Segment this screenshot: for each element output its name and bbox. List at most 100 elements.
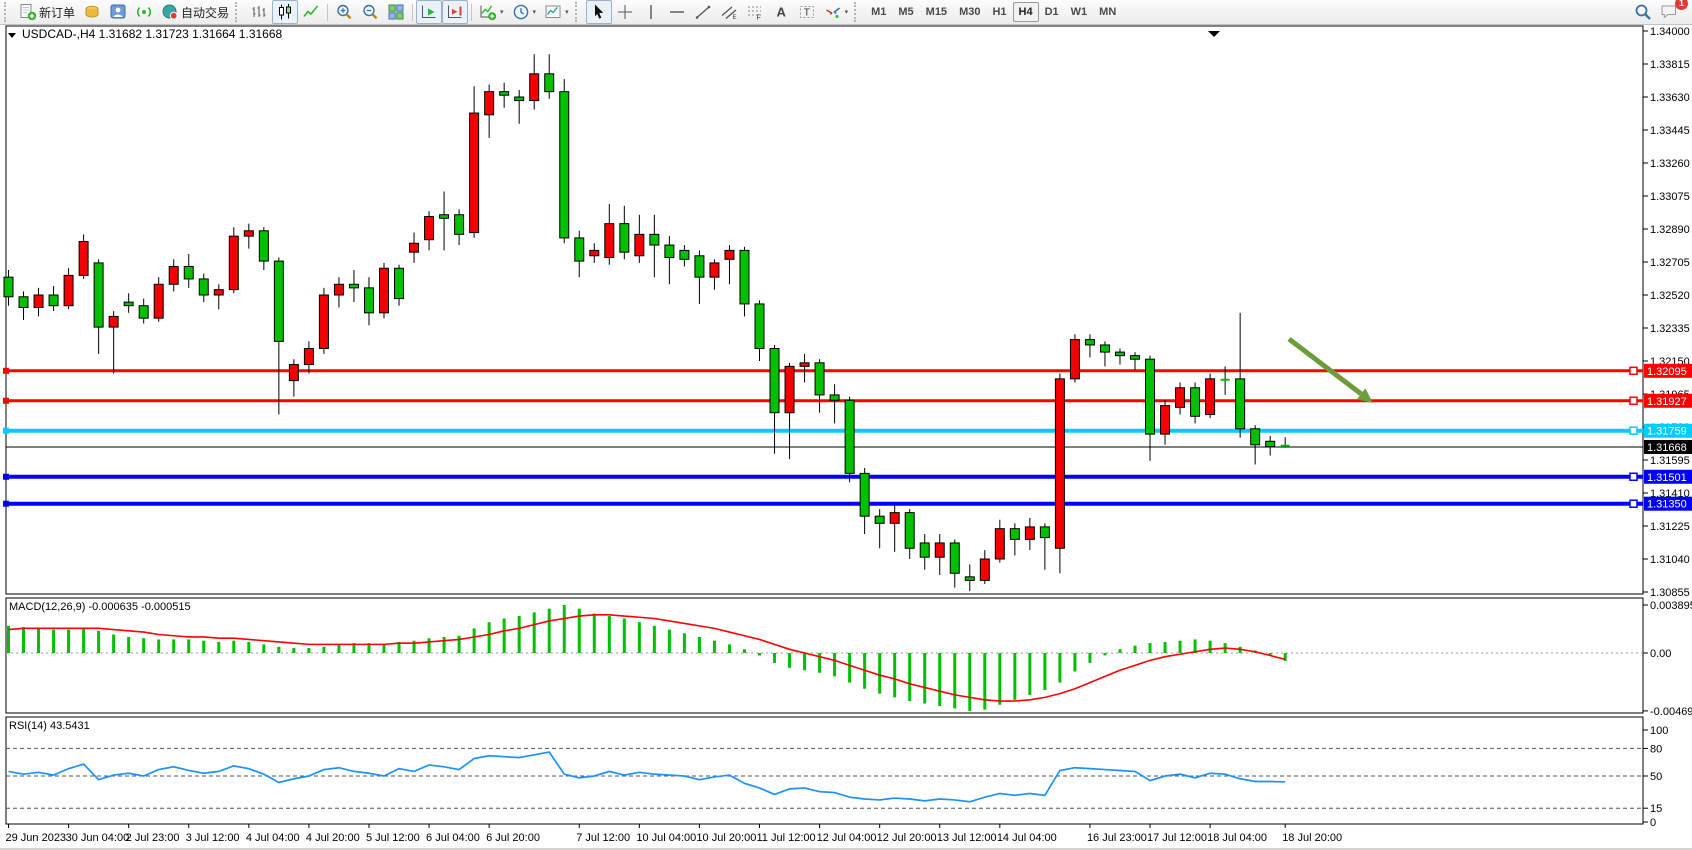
candle-body: [844, 399, 855, 474]
hline-right-anchor[interactable]: [1629, 396, 1638, 406]
candles-icon: [276, 3, 294, 21]
autotrading-button[interactable]: 自动交易: [157, 0, 233, 24]
candle-body: [1145, 358, 1156, 435]
quotes-button[interactable]: [79, 0, 105, 24]
candle-body: [859, 472, 870, 517]
candle-body: [1054, 378, 1065, 549]
line-chart-button[interactable]: [298, 0, 324, 24]
hline-right-anchor[interactable]: [1629, 472, 1638, 482]
chart-window: USDCAD-,H4 1.31682 1.31723 1.31664 1.316…: [0, 25, 1692, 848]
text-icon: A: [772, 3, 790, 21]
candle-body: [694, 255, 705, 278]
candle-body: [288, 364, 299, 382]
new-order-button[interactable]: 新订单: [15, 0, 79, 24]
horizontal-line-button[interactable]: [664, 0, 690, 24]
zoom-in-button[interactable]: [331, 0, 357, 24]
svg-text:1.33075: 1.33075: [1650, 191, 1690, 203]
hline-left-anchor[interactable]: [3, 397, 9, 404]
text-label-button[interactable]: T: [794, 0, 820, 24]
candle-body: [394, 267, 405, 300]
price-tag-1.31927: 1.31927: [1644, 393, 1692, 408]
text-button[interactable]: A: [768, 0, 794, 24]
search-button[interactable]: [1630, 0, 1656, 24]
auto-scroll-button[interactable]: [416, 0, 443, 24]
signals-button[interactable]: [131, 0, 157, 24]
indicators-button[interactable]: ▾: [475, 0, 508, 24]
svg-text:50: 50: [1650, 771, 1662, 783]
hline-right-anchor[interactable]: [1629, 426, 1638, 435]
svg-text:1.31927: 1.31927: [1647, 396, 1687, 408]
candle-body: [589, 249, 600, 257]
candle-body: [303, 348, 314, 366]
timeframe-h4-button[interactable]: H4: [1012, 2, 1039, 22]
timeframe-m1-button[interactable]: M1: [871, 6, 887, 18]
timeframe-h1-button[interactable]: H1: [992, 6, 1007, 18]
notification-badge: 1: [1675, 0, 1688, 10]
candle-body: [1265, 440, 1276, 448]
hline-left-anchor[interactable]: [3, 367, 9, 374]
candle-body: [1250, 428, 1261, 446]
chart-shift-button[interactable]: [442, 0, 469, 24]
macd-indicator-label: MACD(12,26,9) -0.000635 -0.000515: [9, 601, 191, 613]
periods-button[interactable]: ▾: [508, 0, 541, 24]
crosshair-button[interactable]: [612, 0, 638, 24]
timeframe-mn-button[interactable]: MN: [1099, 6, 1117, 18]
svg-text:1.33445: 1.33445: [1650, 125, 1690, 137]
candle-body: [273, 260, 284, 342]
svg-text:1.31759: 1.31759: [1647, 426, 1687, 438]
zoom-out-button[interactable]: [357, 0, 383, 24]
trend-arrow-annotation[interactable]: [1287, 337, 1373, 403]
tile-windows-button[interactable]: [383, 0, 409, 24]
hline-left-anchor[interactable]: [3, 473, 9, 480]
timeframe-w1-button[interactable]: W1: [1070, 6, 1088, 18]
timeframe-m30-button[interactable]: M30: [959, 6, 981, 18]
hline-left-anchor[interactable]: [3, 500, 9, 507]
macd-panel-frame: [5, 597, 1644, 714]
zoom-in-icon: [335, 3, 353, 21]
cursor-button[interactable]: [585, 0, 612, 24]
notifications-button[interactable]: 1: [1656, 0, 1688, 24]
hline-right-anchor[interactable]: [1629, 499, 1638, 508]
time-label: 30 Jun 04:00: [66, 832, 130, 844]
time-label: 12 Jul 20:00: [877, 832, 937, 844]
trendline-button[interactable]: [690, 0, 716, 24]
hline-right-anchor[interactable]: [1629, 366, 1638, 376]
symbol-dropdown-arrow[interactable]: [8, 33, 16, 38]
candle-body: [889, 512, 900, 524]
new-order-icon: [19, 3, 37, 21]
svg-text:A: A: [776, 5, 786, 20]
candle-body: [318, 294, 329, 350]
hline-left-anchor[interactable]: [3, 427, 9, 434]
candle-body: [874, 515, 885, 524]
macd-panel: 0.003895 0.00 -0.004699 MACD(12,26,9) -0.00…: [6, 600, 1692, 718]
candle-body: [333, 283, 344, 296]
timeframe-d1-button[interactable]: D1: [1044, 6, 1059, 18]
candle-body: [63, 274, 74, 307]
time-label: 6 Jul 20:00: [486, 832, 540, 844]
price-tag-1.32095: 1.32095: [1644, 363, 1692, 378]
svg-text:0.003895: 0.003895: [1650, 600, 1692, 612]
candle-body: [994, 528, 1005, 560]
svg-text:1.32095: 1.32095: [1647, 366, 1687, 378]
time-label: 2 Jul 23:00: [126, 832, 180, 844]
candlestick-chart-button[interactable]: [272, 0, 299, 24]
timeframe-m15-button[interactable]: M15: [925, 6, 948, 18]
bars-icon: [250, 3, 268, 21]
vertical-line-button[interactable]: [638, 0, 664, 24]
candle-doji: [1280, 444, 1290, 447]
fibonacci-button[interactable]: F: [742, 0, 768, 24]
quotes-icon: [83, 3, 101, 21]
templates-button[interactable]: ▾: [540, 0, 573, 24]
candle-body: [799, 362, 810, 367]
bar-chart-button[interactable]: [246, 0, 272, 24]
arrows-button[interactable]: ▾: [820, 0, 853, 24]
svg-text:100: 100: [1650, 725, 1668, 737]
price-tag-1.31501: 1.31501: [1644, 469, 1692, 484]
profiles-button[interactable]: [105, 0, 131, 24]
equidistant-channel-button[interactable]: E: [716, 0, 742, 24]
chart-menu-arrow[interactable]: [1208, 31, 1220, 37]
timeframe-m5-button[interactable]: M5: [898, 6, 914, 18]
time-label: 29 Jun 2023: [6, 832, 67, 844]
candle-body: [48, 294, 59, 307]
rsi-line: [8, 751, 1286, 803]
